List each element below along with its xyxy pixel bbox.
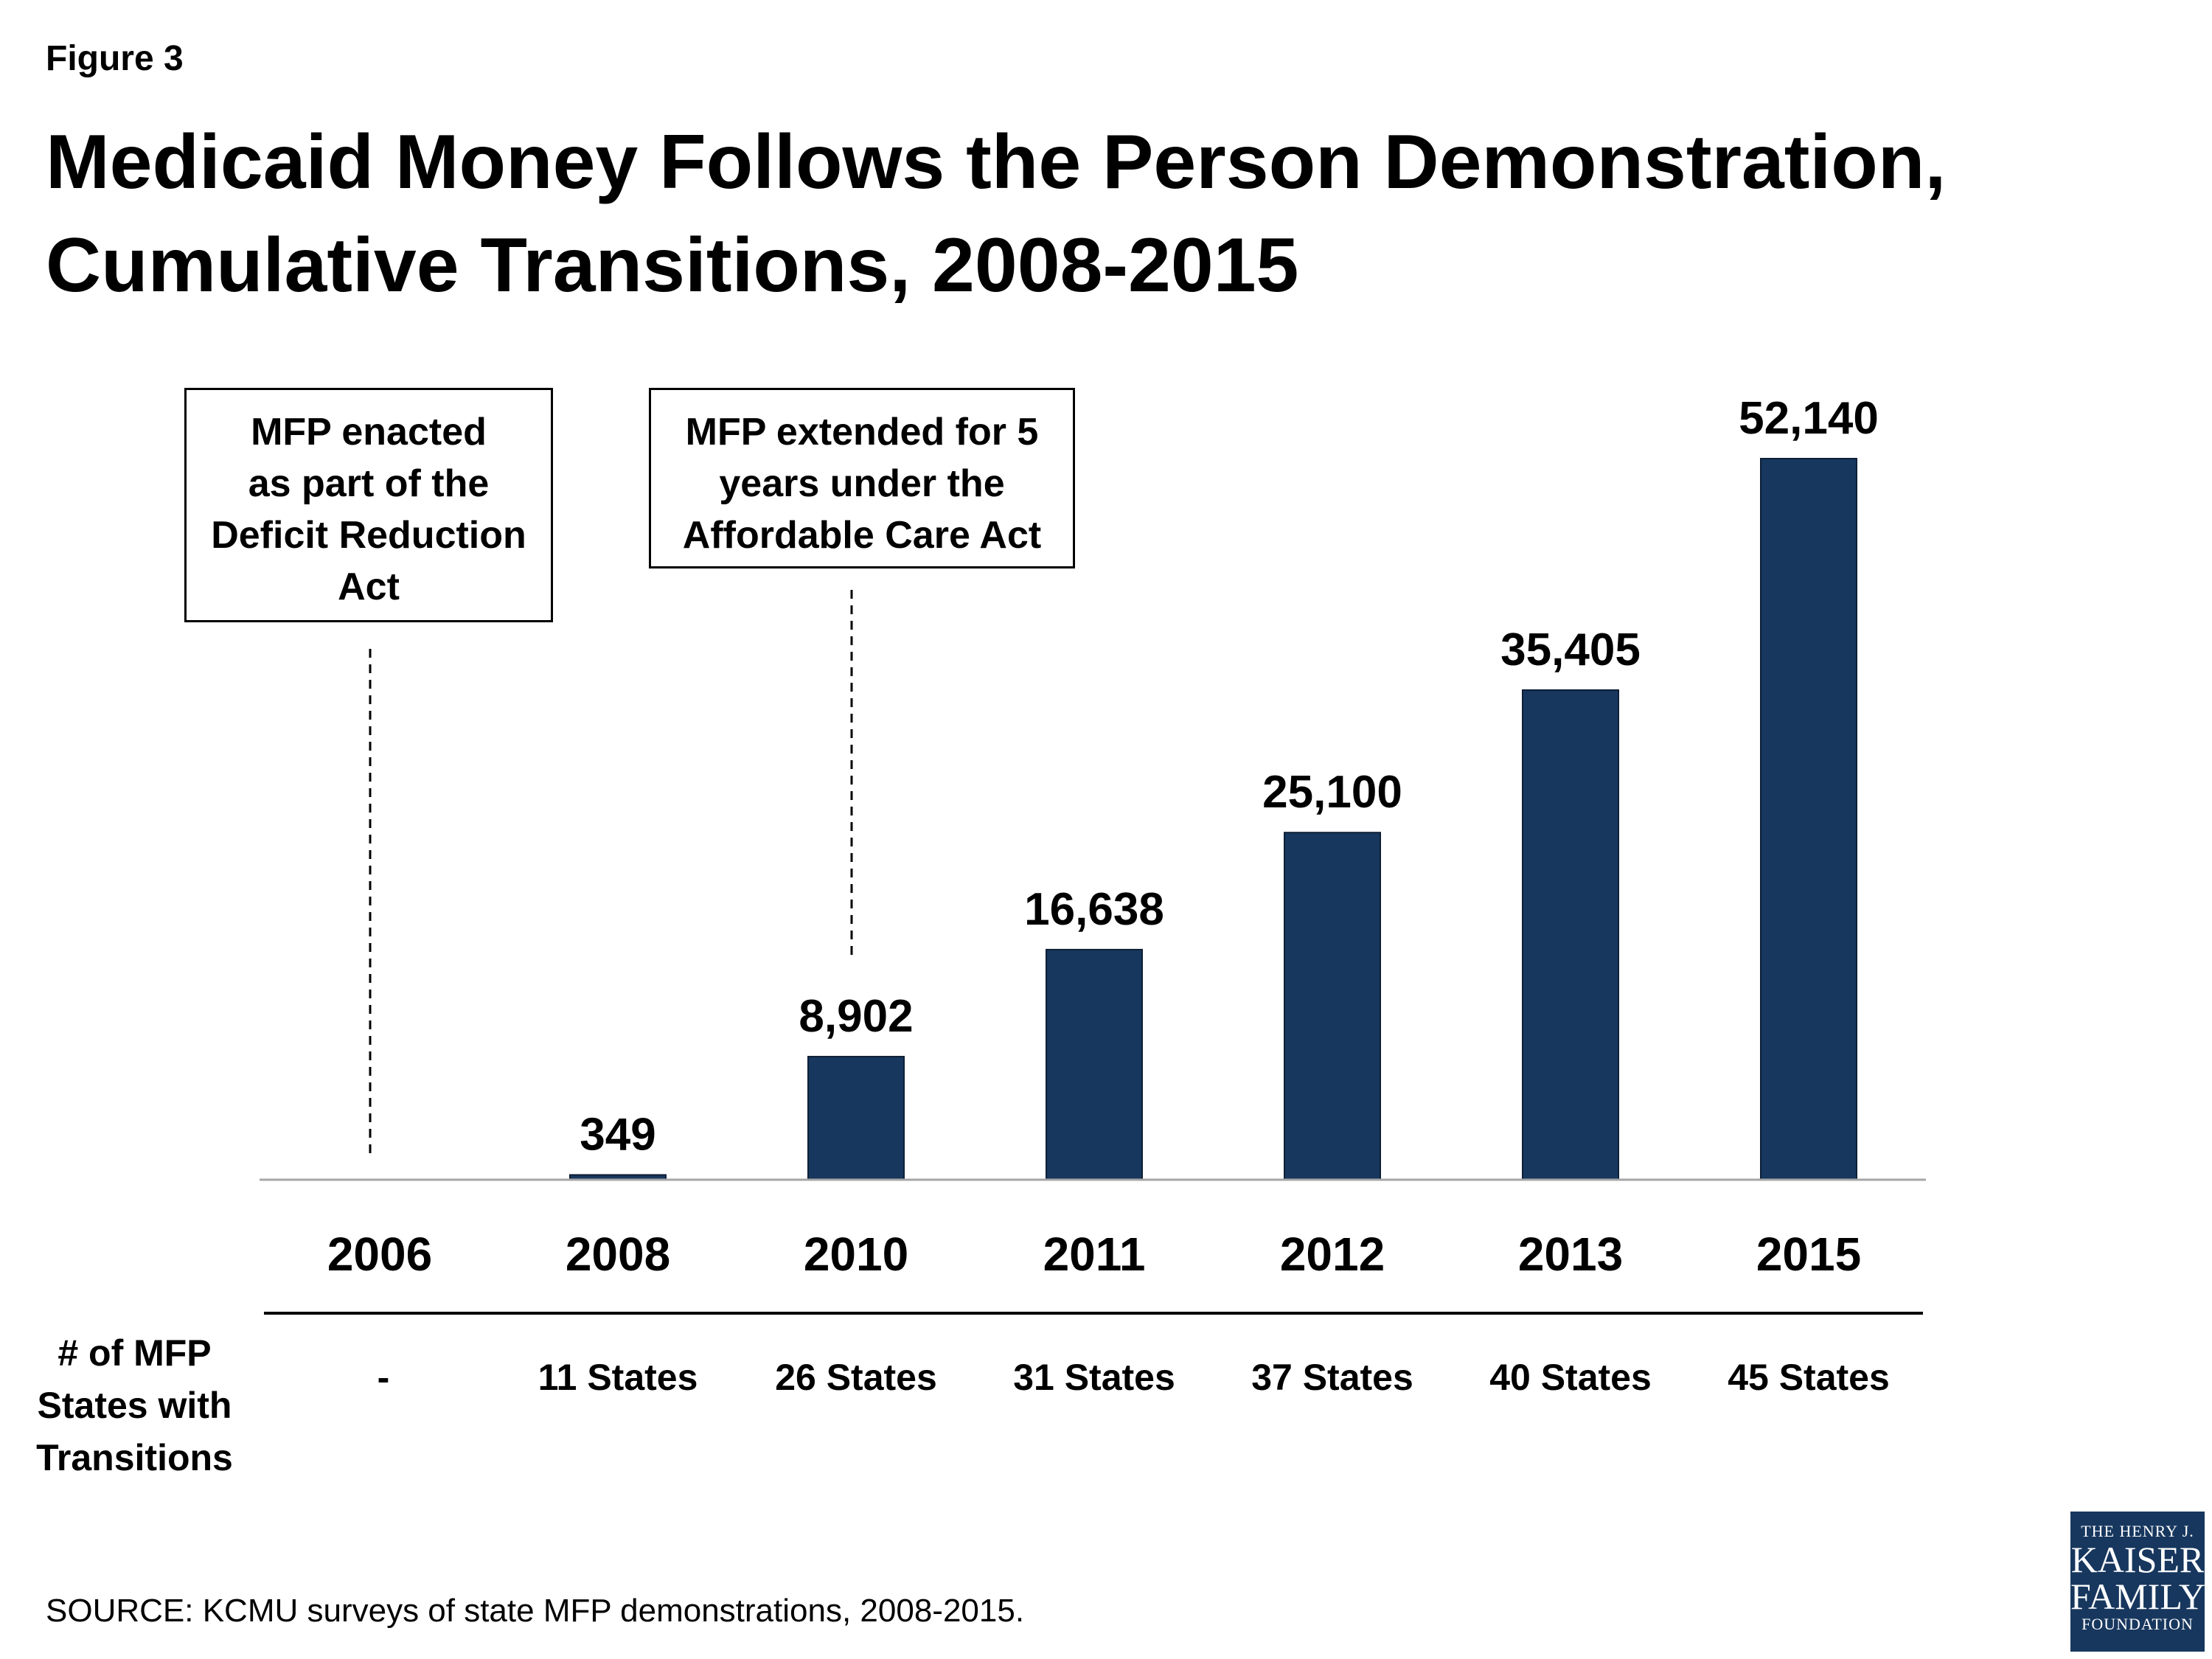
bars-group xyxy=(569,458,1857,1180)
bar-2011 xyxy=(1046,948,1143,1180)
chart-title: Medicaid Money Follows the Person Demons… xyxy=(46,119,1947,308)
bar-2012 xyxy=(1284,832,1381,1180)
states-count-2011: 31 States xyxy=(1013,1357,1175,1398)
callout-text: Act xyxy=(338,566,400,608)
row-label-line: States with xyxy=(37,1385,232,1426)
logo-line: FOUNDATION xyxy=(2081,1615,2194,1633)
states-count-2008: 11 States xyxy=(538,1357,698,1398)
states-count-2015: 45 States xyxy=(1728,1357,1890,1398)
states-row-label: # of MFP States with Transitions xyxy=(29,1327,240,1484)
states-count-2012: 37 States xyxy=(1251,1357,1413,1398)
x-tick-label-2012: 2012 xyxy=(1280,1228,1385,1281)
figure-label: Figure 3 xyxy=(46,39,184,78)
row-label-line: Transitions xyxy=(36,1437,233,1478)
bar-2010 xyxy=(807,1056,905,1180)
callout-text: MFP extended for 5 xyxy=(685,411,1039,453)
callout-text: as part of the xyxy=(248,462,490,505)
x-tick-label-2013: 2013 xyxy=(1518,1228,1623,1281)
callout-box-2006: MFP enacted as part of the Deficit Reduc… xyxy=(184,388,553,622)
data-label-2011: 16,638 xyxy=(1024,884,1164,935)
kff-logo: THE HENRY J. KAISER FAMILY FOUNDATION xyxy=(2070,1512,2205,1652)
data-label-2008: 349 xyxy=(580,1109,655,1160)
callout-text: Affordable Care Act xyxy=(682,514,1042,557)
logo-line: FAMILY xyxy=(2070,1576,2205,1617)
data-label-2010: 8,902 xyxy=(799,991,913,1042)
bar-2013 xyxy=(1522,689,1619,1180)
row-label-line: # of MFP xyxy=(58,1332,212,1374)
data-label-2015: 52,140 xyxy=(1739,393,1879,444)
logo-line: THE HENRY J. xyxy=(2081,1522,2194,1540)
source-note: SOURCE: KCMU surveys of state MFP demons… xyxy=(46,1593,1025,1629)
callout-box-2010: MFP extended for 5 years under the Affor… xyxy=(649,388,1075,568)
logo-line: KAISER xyxy=(2070,1539,2205,1580)
states-count-2010: 26 States xyxy=(775,1357,937,1398)
states-count-2006: - xyxy=(378,1357,390,1398)
x-tick-label-2010: 2010 xyxy=(804,1228,908,1281)
x-tick-label-2008: 2008 xyxy=(566,1228,670,1281)
x-tick-label-2015: 2015 xyxy=(1756,1228,1861,1281)
callout-text: Deficit Reduction xyxy=(211,514,526,557)
bar-2015 xyxy=(1760,458,1857,1180)
x-tick-label-2011: 2011 xyxy=(1043,1228,1146,1281)
data-label-2012: 25,100 xyxy=(1262,767,1402,818)
states-count-2013: 40 States xyxy=(1489,1357,1652,1398)
x-tick-label-2006: 2006 xyxy=(327,1228,432,1281)
callout-text: years under the xyxy=(719,462,1005,505)
data-label-2013: 35,405 xyxy=(1500,625,1641,675)
callout-text: MFP enacted xyxy=(251,411,487,453)
